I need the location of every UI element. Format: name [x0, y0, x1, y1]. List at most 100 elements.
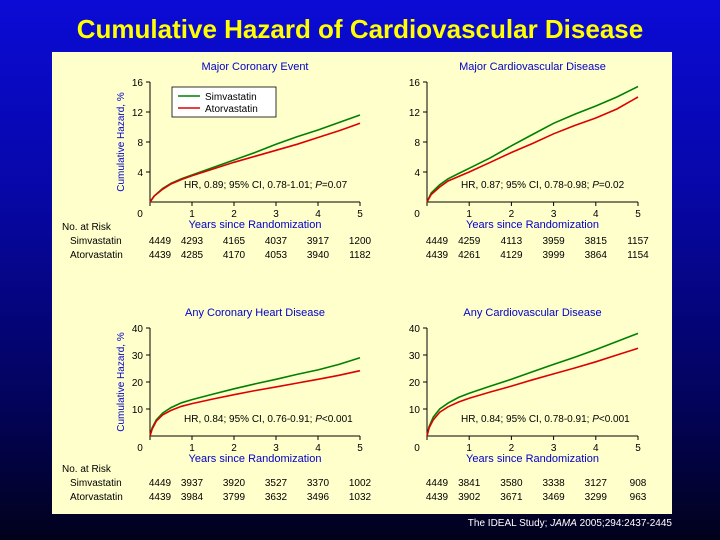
series-line-simvastatin	[426, 332, 639, 437]
risk-cell: 4259	[458, 236, 481, 247]
y-tick-label: 8	[414, 138, 420, 149]
risk-cell: 4293	[181, 236, 204, 247]
x-tick-label: 3	[551, 209, 557, 220]
risk-cell: 3920	[223, 478, 246, 489]
x-axis-label: Years since Randomization	[466, 453, 599, 465]
x-tick-label: 4	[315, 443, 321, 454]
x-tick-label: 5	[357, 443, 363, 454]
y-tick-label: 16	[132, 78, 144, 89]
series-line-simvastatin	[149, 356, 361, 437]
risk-cell: 4053	[265, 250, 288, 261]
x-tick-label: 4	[593, 443, 599, 454]
citation: The IDEAL Study; JAMA 2005;294:2437-2445	[468, 518, 672, 529]
series-line-atorvastatin	[149, 122, 361, 203]
x-tick-label: 4	[593, 209, 599, 220]
x-tick-label: 4	[315, 209, 321, 220]
x-tick-label: 1	[189, 443, 195, 454]
legend-label: Atorvastatin	[205, 104, 258, 115]
y-tick-label: 10	[132, 405, 144, 416]
hr-annotation: HR, 0.84; 95% CI, 0.76-0.91; P<0.001	[184, 414, 353, 425]
risk-row-label: Simvastatin	[70, 236, 122, 247]
risk-cell: 4449	[426, 478, 449, 489]
x-tick-label: 1	[466, 443, 472, 454]
risk-cell: 3917	[307, 236, 330, 247]
x-tick-label: 5	[635, 443, 641, 454]
risk-cell: 1002	[349, 478, 372, 489]
risk-cell: 4170	[223, 250, 246, 261]
risk-cell: 4439	[426, 250, 449, 261]
risk-cell: 3527	[265, 478, 288, 489]
series-line-atorvastatin	[149, 369, 361, 437]
chart-title: Major Cardiovascular Disease	[459, 61, 606, 73]
risk-cell: 3937	[181, 478, 204, 489]
risk-cell: 3580	[500, 478, 523, 489]
risk-cell: 1154	[627, 250, 649, 261]
x-tick-label: 2	[231, 209, 237, 220]
citation-prefix: The IDEAL Study;	[467, 518, 551, 529]
x-axis-label: Years since Randomization	[466, 219, 599, 231]
risk-cell: 4129	[500, 250, 523, 261]
risk-cell: 908	[630, 478, 647, 489]
x-tick-label: 0	[137, 443, 143, 454]
risk-cell: 4261	[458, 250, 481, 261]
x-tick-label: 2	[509, 209, 515, 220]
x-tick-label: 1	[466, 209, 472, 220]
hr-annotation: HR, 0.87; 95% CI, 0.78-0.98; P=0.02	[461, 180, 625, 191]
risk-cell: 3496	[307, 492, 330, 503]
risk-cell: 4285	[181, 250, 204, 261]
risk-cell: 963	[630, 492, 647, 503]
y-tick-label: 20	[409, 378, 421, 389]
risk-cell: 1157	[627, 236, 649, 247]
risk-cell: 3299	[585, 492, 608, 503]
y-tick-label: 30	[409, 351, 421, 362]
x-tick-label: 3	[551, 443, 557, 454]
risk-cell: 3902	[458, 492, 481, 503]
y-tick-label: 4	[137, 168, 143, 179]
risk-cell: 4449	[426, 236, 449, 247]
legend-label: Simvastatin	[205, 92, 257, 103]
y-axis-label: Cumulative Hazard, %	[116, 332, 127, 432]
risk-cell: 4439	[149, 250, 172, 261]
risk-cell: 3469	[542, 492, 565, 503]
x-tick-label: 1	[189, 209, 195, 220]
risk-row-label: Atorvastatin	[70, 492, 123, 503]
x-axis-label: Years since Randomization	[189, 219, 322, 231]
series-line-atorvastatin	[426, 96, 639, 203]
risk-cell: 3841	[458, 478, 481, 489]
risk-cell: 1200	[349, 236, 372, 247]
chart-title: Any Coronary Heart Disease	[185, 307, 325, 319]
y-tick-label: 16	[409, 78, 421, 89]
risk-cell: 4037	[265, 236, 288, 247]
y-tick-label: 4	[414, 168, 420, 179]
series-line-simvastatin	[426, 85, 639, 203]
risk-cell: 4113	[501, 236, 523, 247]
y-tick-label: 12	[132, 108, 144, 119]
risk-cell: 4165	[223, 236, 246, 247]
risk-cell: 1032	[349, 492, 372, 503]
risk-cell: 3999	[542, 250, 565, 261]
chart-4: Any Cardiovascular Disease 10 20 30 40 0 1 2 3 4 5…	[409, 307, 647, 503]
risk-row-label: Simvastatin	[70, 478, 122, 489]
citation-suffix: 2005;294:2437-2445	[576, 518, 672, 529]
chart-panel: Major Coronary Event 4 8 12 16 0 1 2 3 4 5 Years si…	[52, 52, 672, 514]
y-tick-label: 10	[409, 405, 421, 416]
risk-cell: 4439	[149, 492, 172, 503]
risk-cell: 3338	[542, 478, 565, 489]
risk-cell: 3959	[542, 236, 565, 247]
risk-cell: 3799	[223, 492, 246, 503]
x-tick-label: 2	[509, 443, 515, 454]
chart-title: Major Coronary Event	[202, 61, 309, 73]
risk-cell: 1182	[349, 250, 371, 261]
risk-row-label: Atorvastatin	[70, 250, 123, 261]
risk-cell: 3815	[585, 236, 608, 247]
x-tick-label: 5	[635, 209, 641, 220]
risk-cell: 3940	[307, 250, 330, 261]
y-tick-label: 20	[132, 378, 144, 389]
y-tick-label: 8	[137, 138, 143, 149]
x-tick-label: 3	[273, 209, 279, 220]
x-tick-label: 0	[414, 443, 420, 454]
legend-box	[171, 86, 277, 118]
